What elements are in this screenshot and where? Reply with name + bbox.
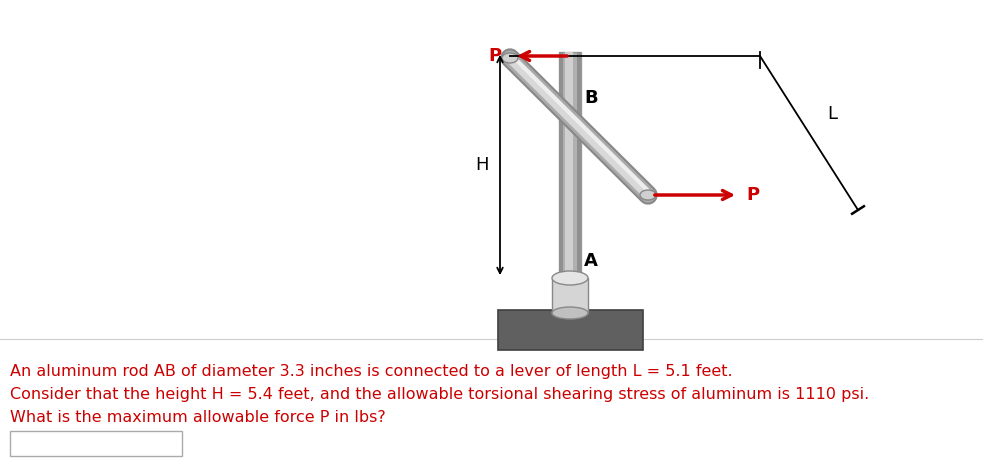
Text: Consider that the height H = 5.4 feet, and the allowable torsional shearing stre: Consider that the height H = 5.4 feet, a…	[10, 387, 869, 402]
Bar	[577, 52, 581, 278]
Ellipse shape	[552, 271, 588, 285]
Text: P: P	[746, 186, 759, 204]
Ellipse shape	[502, 53, 518, 63]
Ellipse shape	[640, 190, 656, 200]
Bar	[552, 278, 588, 313]
Bar	[559, 52, 563, 278]
Bar	[564, 52, 573, 278]
FancyBboxPatch shape	[497, 310, 643, 350]
Text: B: B	[584, 89, 598, 107]
Text: L: L	[827, 105, 837, 123]
Text: H: H	[475, 156, 489, 174]
Ellipse shape	[552, 307, 588, 319]
Bar	[559, 52, 581, 278]
Text: P: P	[489, 47, 502, 65]
Text: What is the maximum allowable force P in lbs?: What is the maximum allowable force P in…	[10, 410, 385, 425]
Text: An aluminum rod AB of diameter 3.3 inches is connected to a lever of length L = : An aluminum rod AB of diameter 3.3 inche…	[10, 364, 732, 378]
Text: A: A	[584, 252, 598, 270]
Bar	[10, 431, 182, 456]
